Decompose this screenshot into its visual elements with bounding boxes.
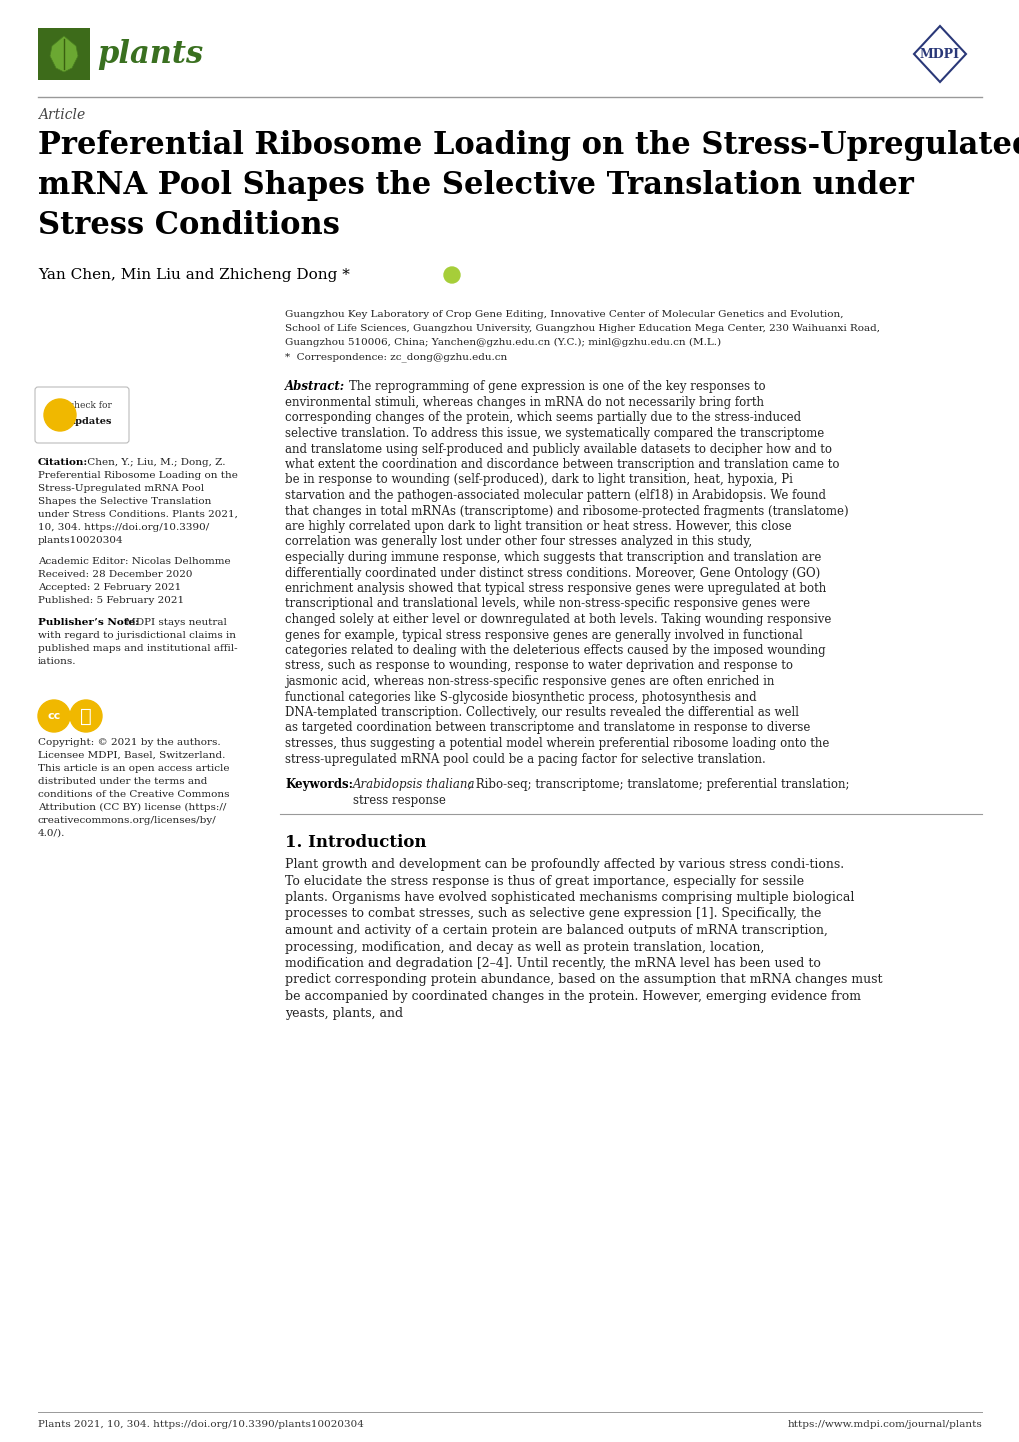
FancyBboxPatch shape xyxy=(35,386,128,443)
Text: processes to combat stresses, such as selective gene expression [1]. Specificall: processes to combat stresses, such as se… xyxy=(284,907,820,920)
Text: correlation was generally lost under other four stresses analyzed in this study,: correlation was generally lost under oth… xyxy=(284,535,751,548)
Text: Plant growth and development can be profoundly affected by various stress condi-: Plant growth and development can be prof… xyxy=(284,858,844,871)
Text: genes for example, typical stress responsive genes are generally involved in fun: genes for example, typical stress respon… xyxy=(284,629,802,642)
Text: DNA-templated transcription. Collectively, our results revealed the differential: DNA-templated transcription. Collectivel… xyxy=(284,707,798,720)
Text: Shapes the Selective Translation: Shapes the Selective Translation xyxy=(38,497,211,506)
Polygon shape xyxy=(50,36,77,72)
Text: The reprogramming of gene expression is one of the key responses to: The reprogramming of gene expression is … xyxy=(348,381,765,394)
Text: Academic Editor: Nicolas Delhomme: Academic Editor: Nicolas Delhomme xyxy=(38,557,230,567)
Text: Citation:: Citation: xyxy=(38,459,89,467)
Text: stress response: stress response xyxy=(353,795,445,808)
Circle shape xyxy=(38,699,70,733)
Text: Licensee MDPI, Basel, Switzerland.: Licensee MDPI, Basel, Switzerland. xyxy=(38,751,225,760)
Text: Received: 28 December 2020: Received: 28 December 2020 xyxy=(38,570,193,580)
Text: predict corresponding protein abundance, based on the assumption that mRNA chang: predict corresponding protein abundance,… xyxy=(284,973,881,986)
Text: jasmonic acid, whereas non-stress-specific responsive genes are often enriched i: jasmonic acid, whereas non-stress-specif… xyxy=(284,675,773,688)
Text: MDPI stays neutral: MDPI stays neutral xyxy=(122,619,226,627)
Text: Preferential Ribosome Loading on the: Preferential Ribosome Loading on the xyxy=(38,472,237,480)
Text: selective translation. To address this issue, we systematically compared the tra: selective translation. To address this i… xyxy=(284,427,823,440)
Text: processing, modification, and decay as well as protein translation, location,: processing, modification, and decay as w… xyxy=(284,940,763,953)
Text: 10, 304. https://doi.org/10.3390/: 10, 304. https://doi.org/10.3390/ xyxy=(38,523,209,532)
Text: distributed under the terms and: distributed under the terms and xyxy=(38,777,207,786)
Text: be accompanied by coordinated changes in the protein. However, emerging evidence: be accompanied by coordinated changes in… xyxy=(284,991,860,1004)
Text: iations.: iations. xyxy=(38,658,76,666)
Text: Preferential Ribosome Loading on the Stress-Upregulated: Preferential Ribosome Loading on the Str… xyxy=(38,130,1019,162)
Circle shape xyxy=(443,267,460,283)
Text: creativecommons.org/licenses/by/: creativecommons.org/licenses/by/ xyxy=(38,816,217,825)
Text: stress-upregulated mRNA pool could be a pacing factor for selective translation.: stress-upregulated mRNA pool could be a … xyxy=(284,753,765,766)
Text: starvation and the pathogen-associated molecular pattern (elf18) in Arabidopsis.: starvation and the pathogen-associated m… xyxy=(284,489,825,502)
Text: corresponding changes of the protein, which seems partially due to the stress-in: corresponding changes of the protein, wh… xyxy=(284,411,800,424)
Text: plants. Organisms have evolved sophisticated mechanisms comprising multiple biol: plants. Organisms have evolved sophistic… xyxy=(284,891,854,904)
Text: especially during immune response, which suggests that transcription and transla: especially during immune response, which… xyxy=(284,551,820,564)
Text: Arabidopsis thaliana: Arabidopsis thaliana xyxy=(353,779,475,792)
Text: stress, such as response to wounding, response to water deprivation and response: stress, such as response to wounding, re… xyxy=(284,659,792,672)
Text: are highly correlated upon dark to light transition or heat stress. However, thi: are highly correlated upon dark to light… xyxy=(284,521,791,534)
Text: environmental stimuli, whereas changes in mRNA do not necessarily bring forth: environmental stimuli, whereas changes i… xyxy=(284,397,763,410)
Text: This article is an open access article: This article is an open access article xyxy=(38,764,229,773)
Text: ; Ribo-seq; transcriptome; translatome; preferential translation;: ; Ribo-seq; transcriptome; translatome; … xyxy=(468,779,849,792)
Text: 4.0/).: 4.0/). xyxy=(38,829,65,838)
Text: and translatome using self-produced and publicly available datasets to decipher : and translatome using self-produced and … xyxy=(284,443,832,456)
Text: MDPI: MDPI xyxy=(919,48,959,61)
Text: published maps and institutional affil-: published maps and institutional affil- xyxy=(38,645,237,653)
Text: Publisher’s Note:: Publisher’s Note: xyxy=(38,619,139,627)
Text: Article: Article xyxy=(38,108,86,123)
Text: cc: cc xyxy=(47,711,60,721)
Text: iD: iD xyxy=(447,271,455,278)
Text: plants10020304: plants10020304 xyxy=(38,536,123,545)
Text: Attribution (CC BY) license (https://: Attribution (CC BY) license (https:// xyxy=(38,803,226,812)
Text: Ⓕ: Ⓕ xyxy=(81,707,92,725)
Text: To elucidate the stress response is thus of great importance, especially for ses: To elucidate the stress response is thus… xyxy=(284,874,803,887)
Text: that changes in total mRNAs (transcriptome) and ribosome-protected fragments (tr: that changes in total mRNAs (transcripto… xyxy=(284,505,848,518)
Text: as targeted coordination between transcriptome and translatome in response to di: as targeted coordination between transcr… xyxy=(284,721,809,734)
Text: Copyright: © 2021 by the authors.: Copyright: © 2021 by the authors. xyxy=(38,738,220,747)
Text: with regard to jurisdictional claims in: with regard to jurisdictional claims in xyxy=(38,632,235,640)
Circle shape xyxy=(70,699,102,733)
Text: be in response to wounding (self-produced), dark to light transition, heat, hypo: be in response to wounding (self-produce… xyxy=(284,473,792,486)
Text: ✓: ✓ xyxy=(56,408,64,423)
Text: 1. Introduction: 1. Introduction xyxy=(284,833,426,851)
Text: Yan Chen, Min Liu and Zhicheng Dong *: Yan Chen, Min Liu and Zhicheng Dong * xyxy=(38,268,350,283)
Text: updates: updates xyxy=(68,418,112,427)
Text: yeasts, plants, and: yeasts, plants, and xyxy=(284,1007,403,1019)
Text: categories related to dealing with the deleterious effects caused by the imposed: categories related to dealing with the d… xyxy=(284,645,824,658)
Text: enrichment analysis showed that typical stress responsive genes were upregulated: enrichment analysis showed that typical … xyxy=(284,583,825,596)
Text: plants: plants xyxy=(97,39,203,69)
Text: functional categories like S-glycoside biosynthetic process, photosynthesis and: functional categories like S-glycoside b… xyxy=(284,691,756,704)
Text: transcriptional and translational levels, while non-stress-specific responsive g: transcriptional and translational levels… xyxy=(284,597,809,610)
Text: what extent the coordination and discordance between transcription and translati: what extent the coordination and discord… xyxy=(284,459,839,472)
FancyBboxPatch shape xyxy=(38,27,90,79)
Text: modification and degradation [2–4]. Until recently, the mRNA level has been used: modification and degradation [2–4]. Unti… xyxy=(284,957,820,970)
Text: Stress-Upregulated mRNA Pool: Stress-Upregulated mRNA Pool xyxy=(38,485,204,493)
Text: https://www.mdpi.com/journal/plants: https://www.mdpi.com/journal/plants xyxy=(787,1420,981,1429)
Text: Keywords:: Keywords: xyxy=(284,779,353,792)
Text: stresses, thus suggesting a potential model wherein preferential ribosome loadin: stresses, thus suggesting a potential mo… xyxy=(284,737,828,750)
Text: Guangzhou 510006, China; Yanchen@gzhu.edu.cn (Y.C.); minl@gzhu.edu.cn (M.L.): Guangzhou 510006, China; Yanchen@gzhu.ed… xyxy=(284,337,720,348)
Text: check for: check for xyxy=(68,401,111,411)
Text: *  Correspondence: zc_dong@gzhu.edu.cn: * Correspondence: zc_dong@gzhu.edu.cn xyxy=(284,352,506,362)
Text: Abstract:: Abstract: xyxy=(284,381,344,394)
Text: School of Life Sciences, Guangzhou University, Guangzhou Higher Education Mega C: School of Life Sciences, Guangzhou Unive… xyxy=(284,324,879,333)
Text: amount and activity of a certain protein are balanced outputs of mRNA transcript: amount and activity of a certain protein… xyxy=(284,924,827,937)
Text: Published: 5 February 2021: Published: 5 February 2021 xyxy=(38,596,184,606)
Text: conditions of the Creative Commons: conditions of the Creative Commons xyxy=(38,790,229,799)
Text: changed solely at either level or downregulated at both levels. Taking wounding : changed solely at either level or downre… xyxy=(284,613,830,626)
Circle shape xyxy=(44,399,76,431)
Text: Plants 2021, 10, 304. https://doi.org/10.3390/plants10020304: Plants 2021, 10, 304. https://doi.org/10… xyxy=(38,1420,364,1429)
Text: differentially coordinated under distinct stress conditions. Moreover, Gene Onto: differentially coordinated under distinc… xyxy=(284,567,819,580)
Text: Guangzhou Key Laboratory of Crop Gene Editing, Innovative Center of Molecular Ge: Guangzhou Key Laboratory of Crop Gene Ed… xyxy=(284,310,843,319)
Text: Stress Conditions: Stress Conditions xyxy=(38,211,339,241)
Text: Chen, Y.; Liu, M.; Dong, Z.: Chen, Y.; Liu, M.; Dong, Z. xyxy=(84,459,225,467)
Text: Accepted: 2 February 2021: Accepted: 2 February 2021 xyxy=(38,583,181,593)
Text: mRNA Pool Shapes the Selective Translation under: mRNA Pool Shapes the Selective Translati… xyxy=(38,170,913,200)
Text: under Stress Conditions. Plants 2021,: under Stress Conditions. Plants 2021, xyxy=(38,510,237,519)
